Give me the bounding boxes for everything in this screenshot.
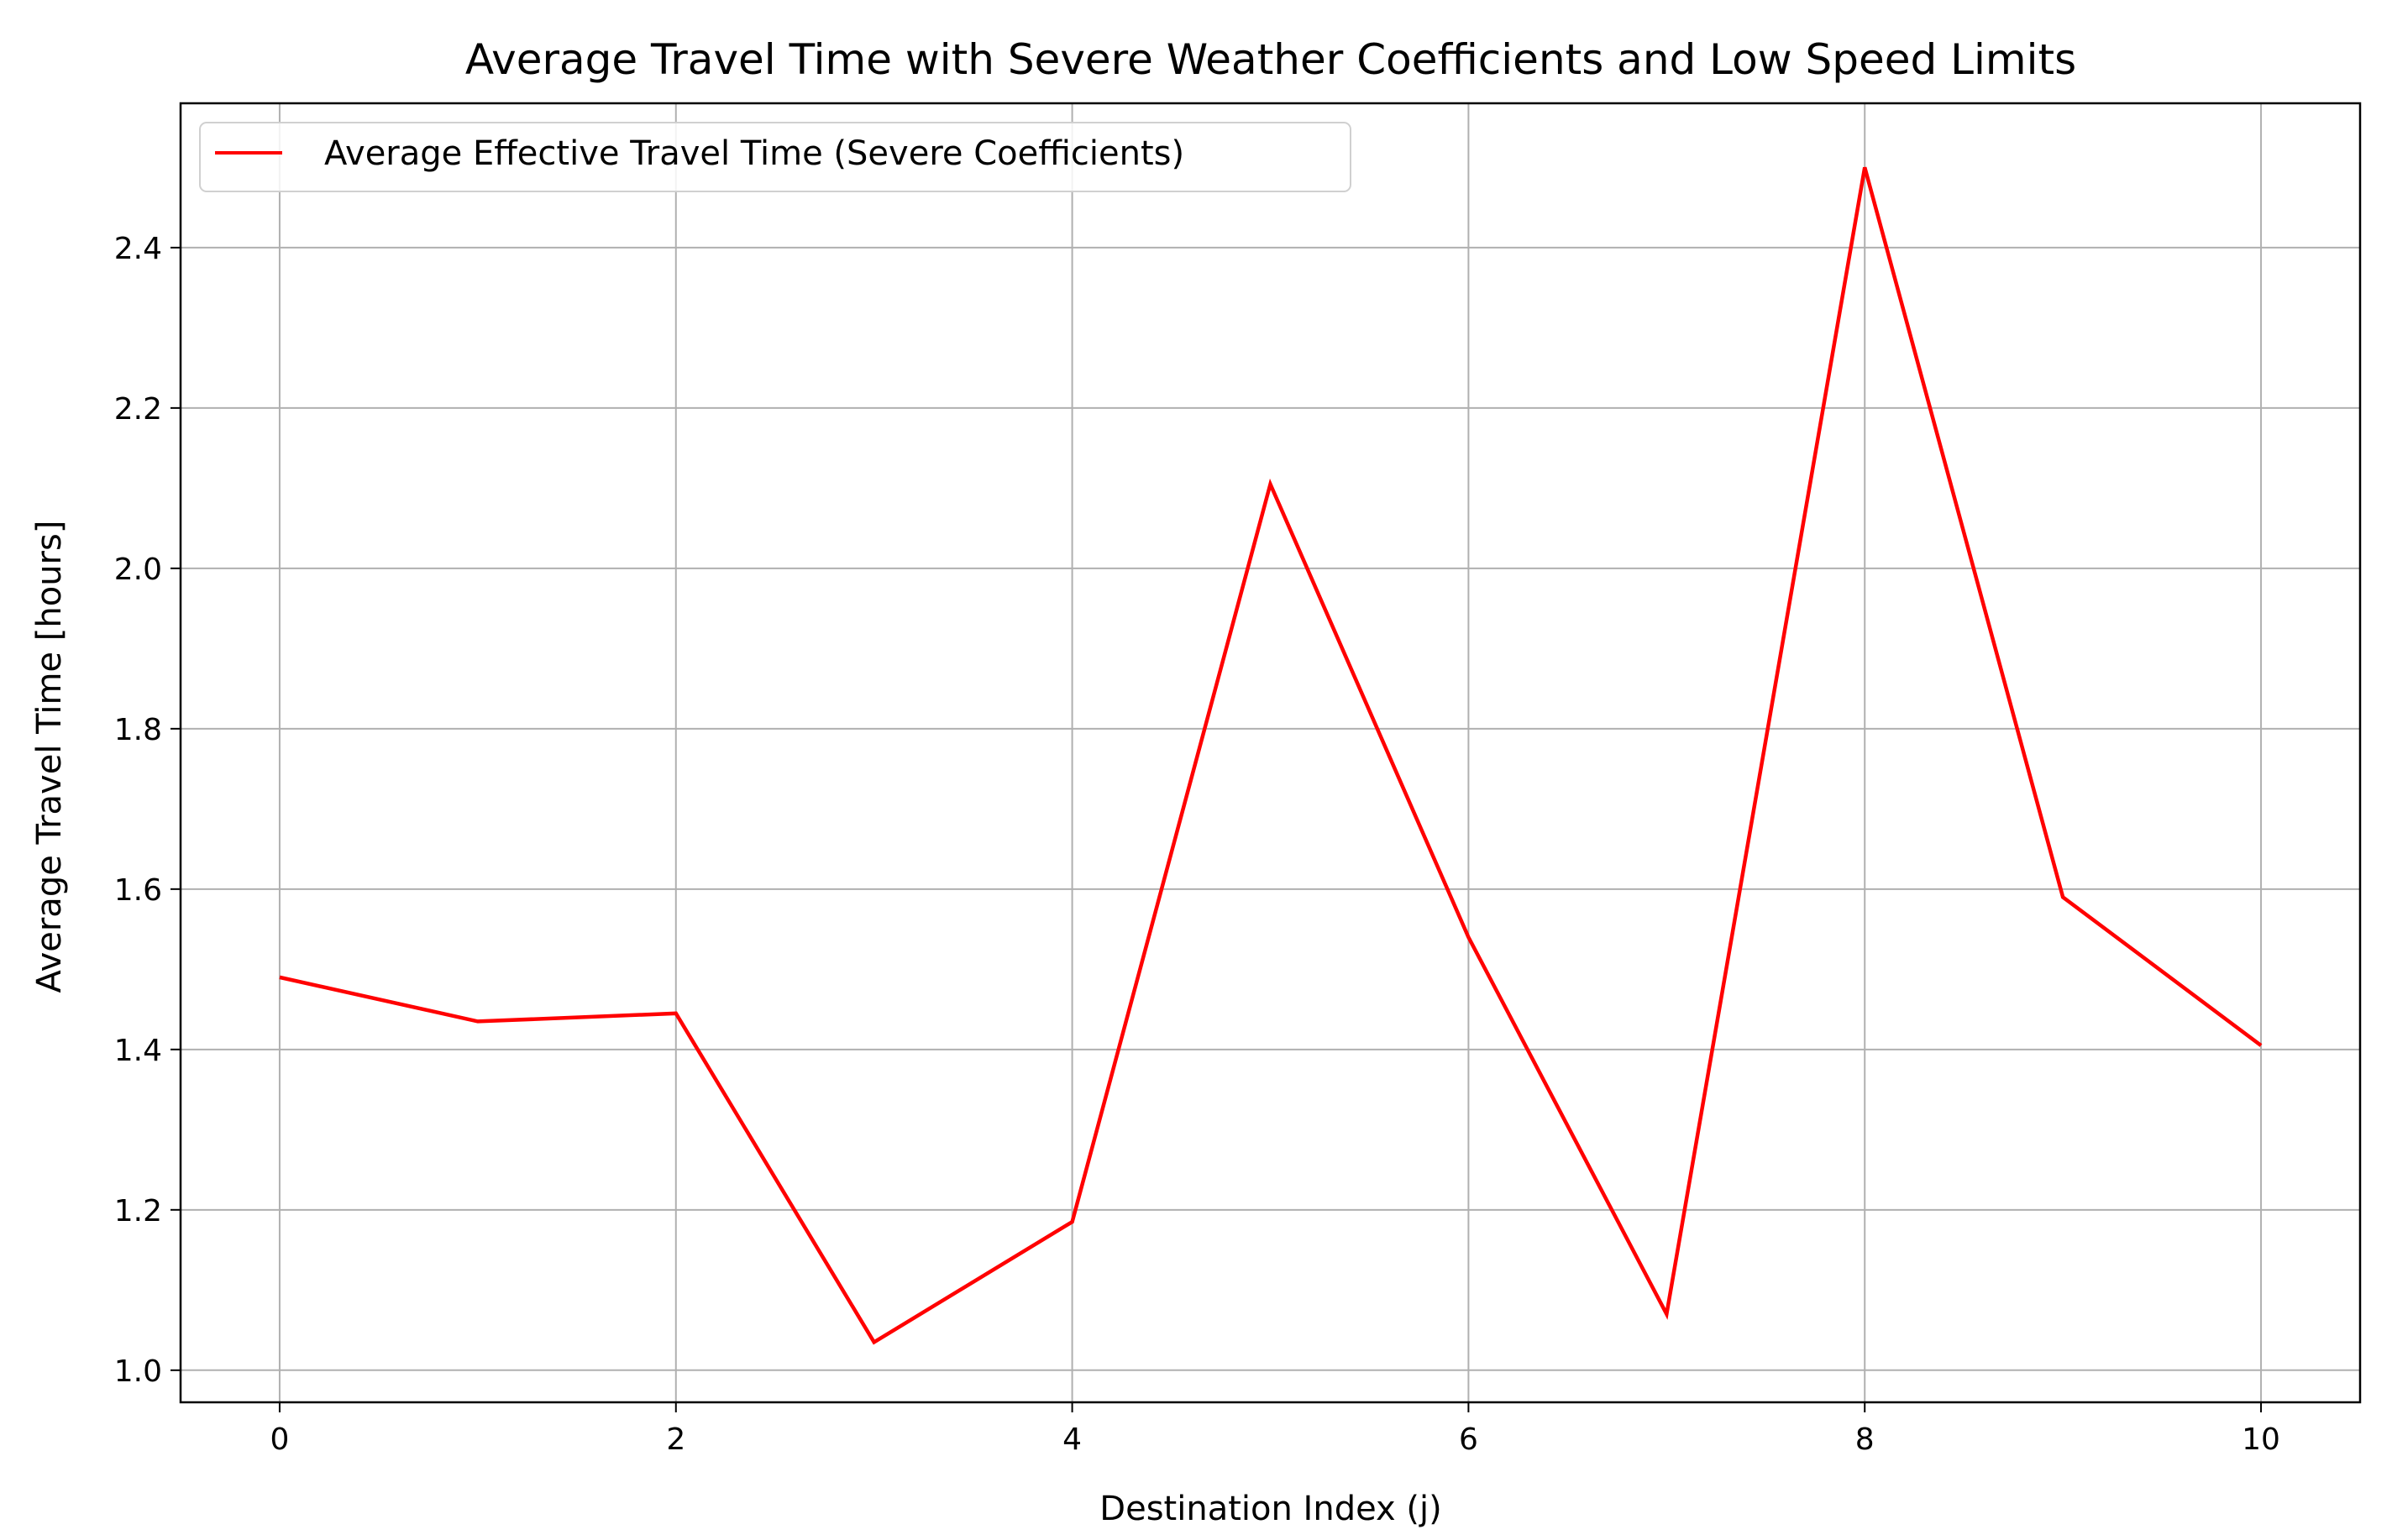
y-tick-label: 2.0 <box>114 553 162 587</box>
legend: Average Effective Travel Time (Severe Co… <box>199 122 1351 192</box>
x-tick-label: 0 <box>270 1422 290 1457</box>
x-tick-label: 2 <box>666 1422 685 1457</box>
x-tick-label: 6 <box>1459 1422 1478 1457</box>
y-axis-label: Average Travel Time [hours] <box>30 521 69 993</box>
y-tick-label: 1.4 <box>114 1034 162 1068</box>
x-tick-label: 10 <box>2242 1422 2280 1457</box>
series-line <box>279 166 2263 1345</box>
legend-label: Average Effective Travel Time (Severe Co… <box>324 134 1184 173</box>
y-tick-label: 2.4 <box>114 232 162 266</box>
legend-box <box>199 122 1351 192</box>
x-tick-label: 8 <box>1855 1422 1875 1457</box>
series-layer <box>279 166 2263 1345</box>
plot-frame <box>179 102 2362 1404</box>
x-tick-label: 4 <box>1062 1422 1082 1457</box>
grid-lines <box>181 103 2360 1402</box>
y-tick-label: 1.6 <box>114 873 162 908</box>
x-axis-label: Destination Index (j) <box>1099 1490 1441 1528</box>
y-tick-label: 1.2 <box>114 1194 162 1228</box>
chart-title: Average Travel Time with Severe Weather … <box>465 35 2076 84</box>
y-tick-label: 1.0 <box>114 1354 162 1389</box>
x-axis-ticks: 0 2 4 6 8 10 <box>270 1402 2280 1457</box>
y-tick-label: 1.8 <box>114 713 162 747</box>
y-tick-label: 2.2 <box>114 392 162 427</box>
y-axis-ticks: 1.0 1.2 1.4 1.6 1.8 2.0 2.2 2.4 <box>114 232 181 1389</box>
